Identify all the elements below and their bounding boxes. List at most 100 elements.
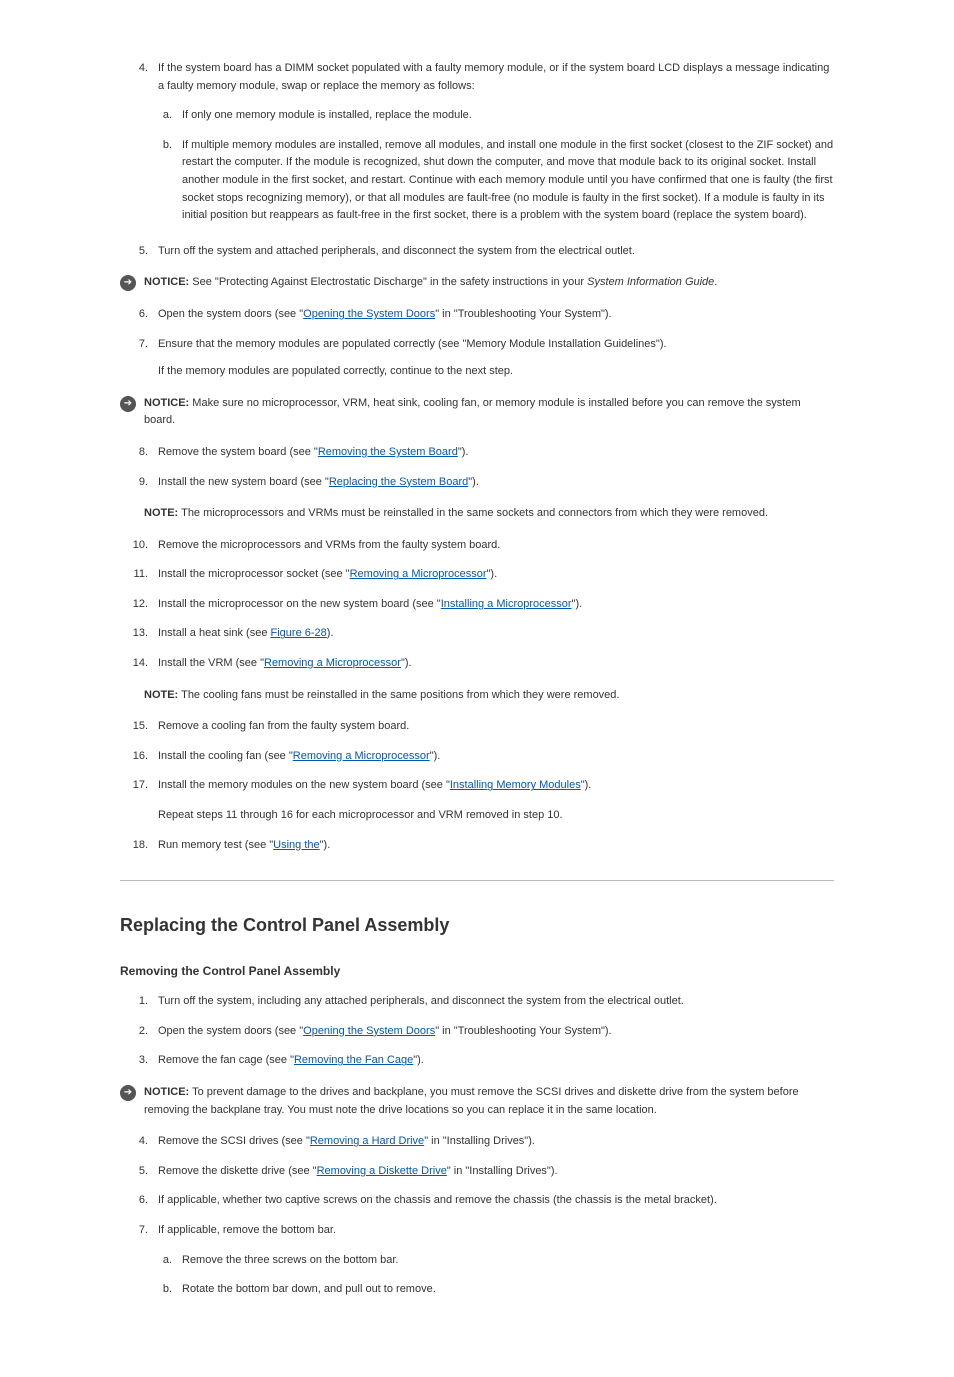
notice-arrow-icon xyxy=(120,1085,136,1101)
step-text: Remove the SCSI drives (see "Removing a … xyxy=(158,1133,834,1151)
notice-body: Make sure no microprocessor, VRM, heat s… xyxy=(144,397,801,427)
link-using[interactable]: Using the xyxy=(273,839,319,851)
notice-link-ref: System Information Guide xyxy=(587,276,714,288)
step-text: Install the new system board (see "Repla… xyxy=(158,474,834,492)
repeat-sentence: Repeat steps 11 through 16 for each micr… xyxy=(158,807,834,825)
step-4: 4. If the system board has a DIMM socket… xyxy=(120,60,834,95)
text-pre: Install the memory modules on the new sy… xyxy=(158,779,450,791)
step-number: a. xyxy=(144,107,182,125)
text-pre: Install the new system board (see " xyxy=(158,476,329,488)
text-pre: Open the system doors (see " xyxy=(158,308,303,320)
link-opening-doors[interactable]: Opening the System Doors xyxy=(303,308,435,320)
link-remove-fan-cage[interactable]: Removing the Fan Cage xyxy=(294,1054,413,1066)
step-number: 17. xyxy=(120,777,158,795)
step-10: 10. Remove the microprocessors and VRMs … xyxy=(120,537,834,555)
step-text: Install the memory modules on the new sy… xyxy=(158,777,834,795)
link-remove-micro-2[interactable]: Removing a Microprocessor xyxy=(264,657,401,669)
link-remove-micro-3[interactable]: Removing a Microprocessor xyxy=(293,750,430,762)
r-step-1: 1. Turn off the system, including any at… xyxy=(120,993,834,1011)
notice-no-components: NOTICE: Make sure no microprocessor, VRM… xyxy=(120,395,834,430)
step-text: Install the VRM (see "Removing a Micropr… xyxy=(158,655,834,673)
step-6: 6. Open the system doors (see "Opening t… xyxy=(120,306,834,324)
step-number: 6. xyxy=(120,1192,158,1210)
r-step-5: 5. Remove the diskette drive (see "Remov… xyxy=(120,1163,834,1181)
step-text: Open the system doors (see "Opening the … xyxy=(158,306,834,324)
link-remove-hd[interactable]: Removing a Hard Drive xyxy=(310,1135,424,1147)
link-remove-diskette[interactable]: Removing a Diskette Drive xyxy=(317,1165,447,1177)
step-text: Remove the diskette drive (see "Removing… xyxy=(158,1163,834,1181)
step-11: 11. Install the microprocessor socket (s… xyxy=(120,566,834,584)
step-number: 5. xyxy=(120,1163,158,1181)
link-install-micro[interactable]: Installing a Microprocessor xyxy=(441,598,572,610)
step-number: 15. xyxy=(120,718,158,736)
step-5: 5. Turn off the system and attached peri… xyxy=(120,243,834,261)
text-pre: Remove the SCSI drives (see " xyxy=(158,1135,310,1147)
text-pre: Remove the system board (see " xyxy=(158,446,318,458)
text-pre: Open the system doors (see " xyxy=(158,1025,303,1037)
text-post: "). xyxy=(487,568,498,580)
link-remove-board[interactable]: Removing the System Board xyxy=(318,446,458,458)
note-fans: NOTE: The cooling fans must be reinstall… xyxy=(144,687,834,705)
subsection-heading: Removing the Control Panel Assembly xyxy=(120,962,834,981)
notice-text: NOTICE: See "Protecting Against Electros… xyxy=(144,274,834,292)
step-text: Install a heat sink (see Figure 6-28). xyxy=(158,625,834,643)
link-remove-micro[interactable]: Removing a Microprocessor xyxy=(350,568,487,580)
step-text: Remove the three screws on the bottom ba… xyxy=(182,1252,834,1270)
notice-arrow-icon xyxy=(120,275,136,291)
notice-esd: NOTICE: See "Protecting Against Electros… xyxy=(120,274,834,292)
text-pre: Install the cooling fan (see " xyxy=(158,750,293,762)
step-number: 3. xyxy=(120,1052,158,1070)
notice-label: NOTICE: xyxy=(144,276,189,288)
step-number: b. xyxy=(144,137,182,155)
step-number: 2. xyxy=(120,1023,158,1041)
step-text: Remove the microprocessors and VRMs from… xyxy=(158,537,834,555)
step-text: If applicable, whether two captive screw… xyxy=(158,1192,834,1210)
step-16: 16. Install the cooling fan (see "Removi… xyxy=(120,748,834,766)
step-number: 14. xyxy=(120,655,158,673)
step-number: 4. xyxy=(120,1133,158,1151)
r-step-7b: b. Rotate the bottom bar down, and pull … xyxy=(144,1281,834,1299)
step-12: 12. Install the microprocessor on the ne… xyxy=(120,596,834,614)
note-body: The microprocessors and VRMs must be rei… xyxy=(181,507,768,519)
step-number: 13. xyxy=(120,625,158,643)
step-text: If applicable, remove the bottom bar. xyxy=(158,1222,834,1240)
text-pre: Run memory test (see " xyxy=(158,839,273,851)
step-number: 9. xyxy=(120,474,158,492)
step-text: If only one memory module is installed, … xyxy=(182,107,834,125)
step-text: Run memory test (see "Using the"). xyxy=(158,837,834,855)
text-post: " in "Troubleshooting Your System"). xyxy=(435,1025,611,1037)
link-install-memory[interactable]: Installing Memory Modules xyxy=(450,779,581,791)
r-step-7a: a. Remove the three screws on the bottom… xyxy=(144,1252,834,1270)
step-number: 12. xyxy=(120,596,158,614)
step-text: Install the cooling fan (see "Removing a… xyxy=(158,748,834,766)
step-text: Ensure that the memory modules are popul… xyxy=(158,336,834,381)
text-post: "). xyxy=(581,779,592,791)
step-number: a. xyxy=(144,1252,182,1270)
link-figure[interactable]: Figure 6-28 xyxy=(271,627,327,639)
text-pre: Remove the fan cage (see " xyxy=(158,1054,294,1066)
text-pre: Remove the diskette drive (see " xyxy=(158,1165,317,1177)
step-15: 15. Remove a cooling fan from the faulty… xyxy=(120,718,834,736)
step-7: 7. Ensure that the memory modules are po… xyxy=(120,336,834,381)
r-step-6: 6. If applicable, whether two captive sc… xyxy=(120,1192,834,1210)
notice-body-1: See "Protecting Against Electrostatic Di… xyxy=(189,276,587,288)
step-text: Rotate the bottom bar down, and pull out… xyxy=(182,1281,834,1299)
notice-text: NOTICE: To prevent damage to the drives … xyxy=(144,1084,834,1119)
step-sub-text: If the memory modules are populated corr… xyxy=(158,363,834,381)
link-opening-doors-2[interactable]: Opening the System Doors xyxy=(303,1025,435,1037)
step-text: If multiple memory modules are installed… xyxy=(182,137,834,225)
step-number: b. xyxy=(144,1281,182,1299)
step-number: 6. xyxy=(120,306,158,324)
step-text-line: Ensure that the memory modules are popul… xyxy=(158,336,834,354)
step-number: 11. xyxy=(120,566,158,584)
step-14: 14. Install the VRM (see "Removing a Mic… xyxy=(120,655,834,673)
text-pre: Install the microprocessor on the new sy… xyxy=(158,598,441,610)
notice-arrow-icon xyxy=(120,396,136,412)
text-post: "). xyxy=(413,1054,424,1066)
link-replace-board[interactable]: Replacing the System Board xyxy=(329,476,468,488)
text-post: " in "Installing Drives"). xyxy=(424,1135,535,1147)
r-step-3: 3. Remove the fan cage (see "Removing th… xyxy=(120,1052,834,1070)
notice-drives: NOTICE: To prevent damage to the drives … xyxy=(120,1084,834,1119)
notice-label: NOTICE: xyxy=(144,1086,189,1098)
text-post: "). xyxy=(401,657,412,669)
